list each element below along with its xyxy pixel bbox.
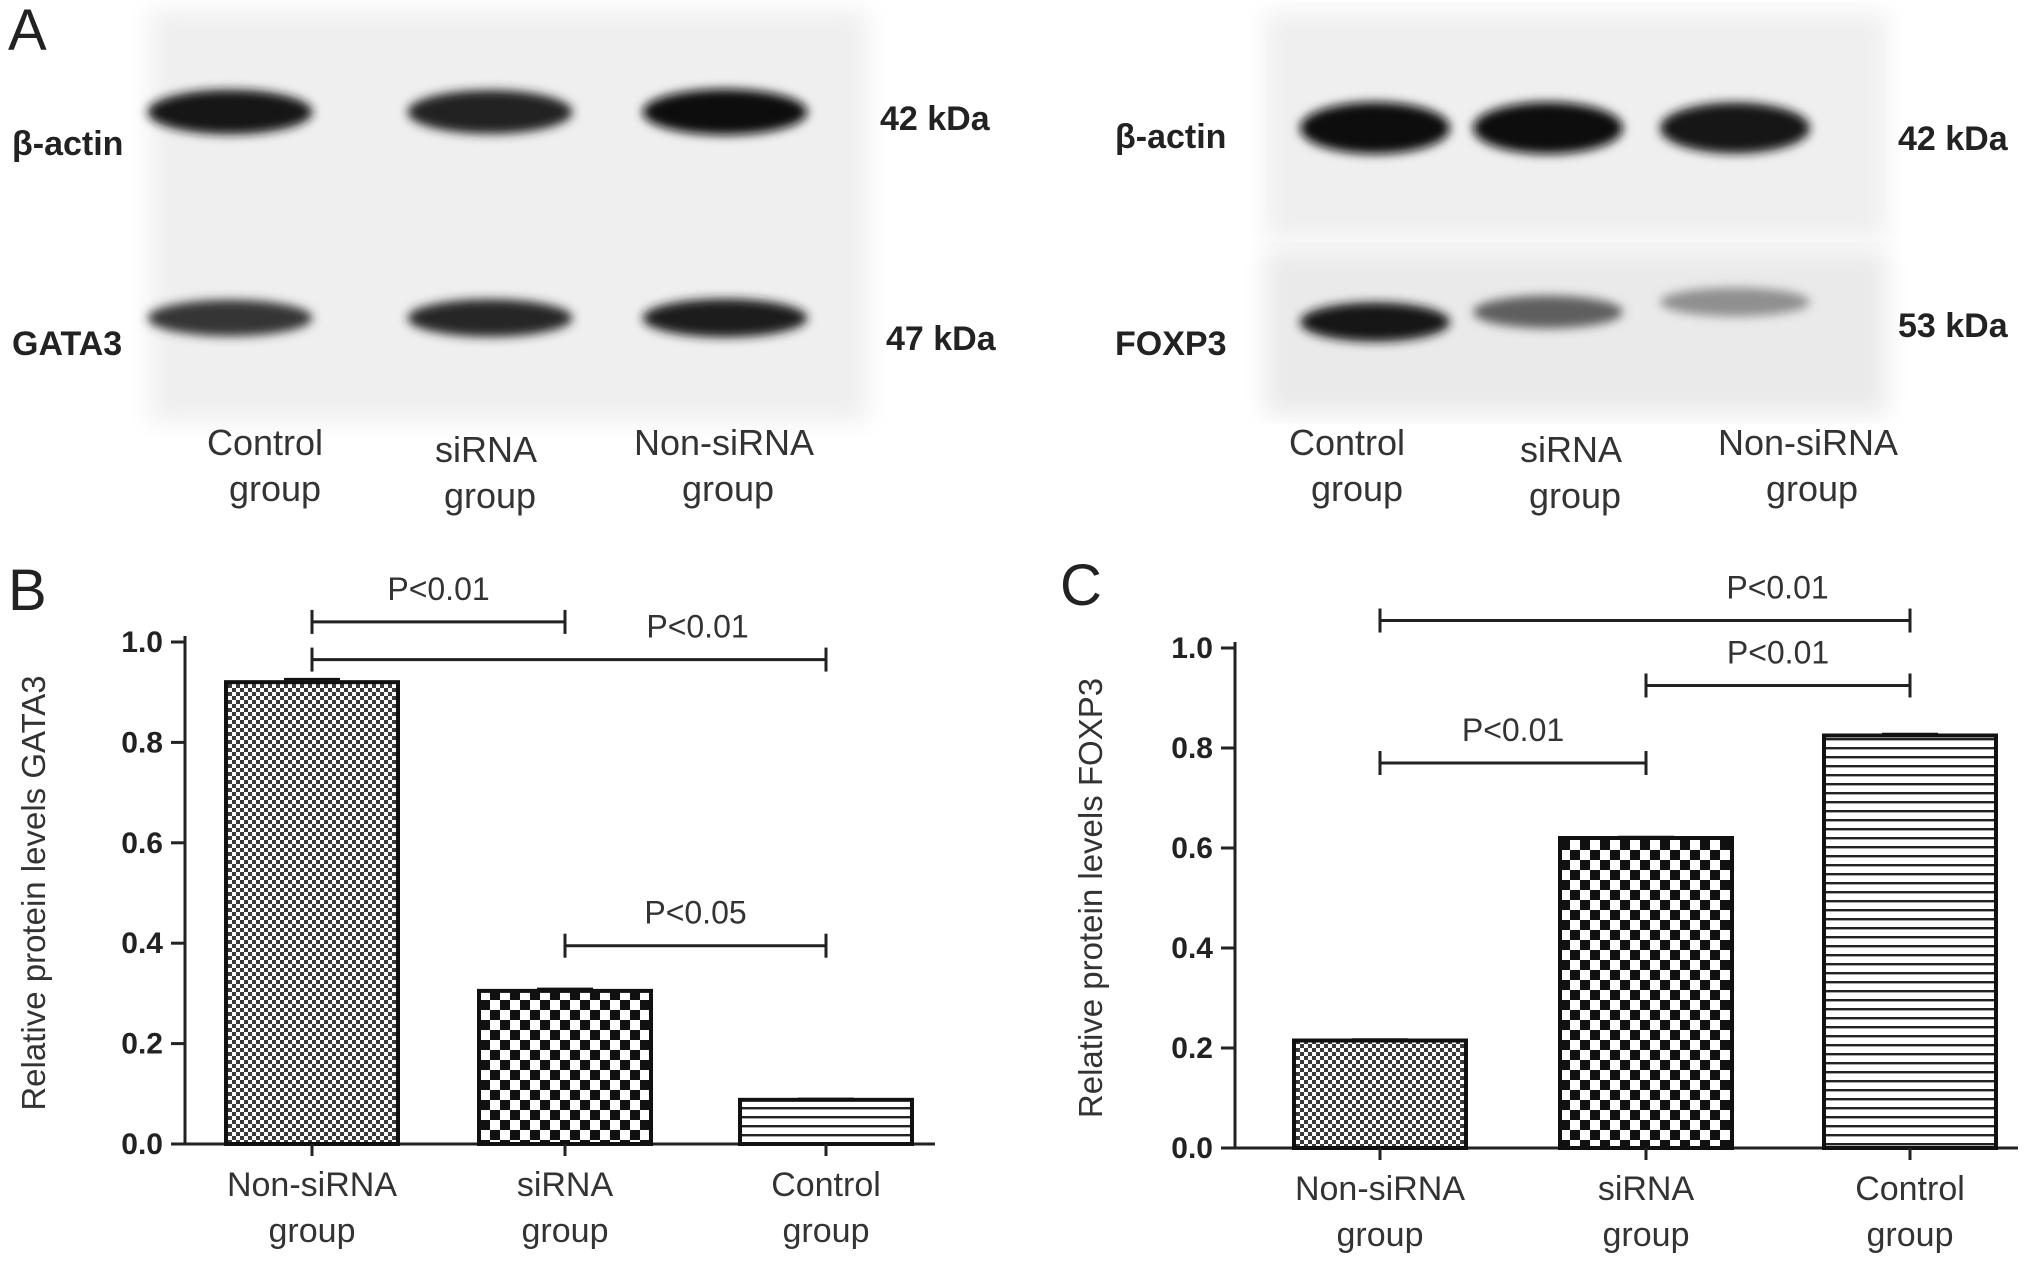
y-tick-label: 0.6 [121,827,163,860]
y-tick-label: 0.4 [121,927,163,960]
lane-label-control: Control group [1289,422,1415,509]
blot-size-label-42kda: 42 kDa [880,100,991,138]
panel-letter-a: A [8,0,47,63]
x-tick-label: Non-siRNA group [227,1166,397,1250]
y-tick-label: 0.8 [121,726,163,759]
blot-size-label-53kda: 53 kDa [1898,307,2009,345]
x-tick-label: Control group [1855,1170,1965,1254]
lane-label-sirna: siRNA group [1520,429,1630,516]
y-tick-label: 0.2 [121,1028,163,1061]
blot-band [1300,102,1450,154]
x-tick-label: siRNA group [1598,1170,1695,1254]
blot-row-label-beta-actin: β-actin [12,125,123,163]
x-tick-label: Control group [771,1166,881,1250]
y-tick-label: 0.4 [1171,932,1213,965]
blot-band [642,89,808,135]
y-tick-label: 0.0 [121,1128,163,1161]
blot-band [147,299,313,337]
y-axis-title: Relative protein levels GATA3 [15,675,52,1110]
x-tick-label: siRNA group [517,1166,614,1250]
bar [1822,733,1998,1150]
blot-row-label-beta-actin: β-actin [1115,118,1226,156]
bar-chart-gata3: 0.0 0.2 0.4 0.6 0.8 1.0 Relative protein level… [15,571,935,1250]
blot-band [147,89,313,135]
p-value-label: P<0.01 [1727,635,1829,671]
bar [738,1097,914,1146]
blot-band [407,299,573,337]
bar [1558,836,1734,1150]
y-tick-label: 0.0 [1171,1132,1213,1165]
x-tick-label: Non-siRNA group [1295,1170,1465,1254]
blot-band [1660,287,1810,317]
p-value-label: P<0.05 [644,895,746,931]
y-tick-label: 0.2 [1171,1032,1213,1065]
blot-band [1660,102,1810,154]
blot-bands [1300,102,1810,342]
p-value-label: P<0.01 [1726,570,1828,606]
p-value-label: P<0.01 [387,571,489,607]
lane-label-non-sirna: Non-siRNA group [1718,422,1906,509]
panel-letter-c: C [1060,553,1102,618]
blot-band [1300,302,1450,342]
western-blot-gata3: β-actin GATA3 42 kDa 47 kDa Control grou… [12,10,997,516]
lane-label-control: Control group [207,422,333,509]
blot-size-label-42kda: 42 kDa [1898,120,2009,158]
lane-label-sirna: siRNA group [435,429,545,516]
blot-membrane [150,10,868,422]
y-tick-label: 1.0 [1171,632,1213,665]
blot-band [642,298,808,338]
y-tick-label: 0.8 [1171,732,1213,765]
blot-row-label-gata3: GATA3 [12,325,122,363]
blot-size-label-47kda: 47 kDa [886,320,997,358]
blot-band [1473,295,1623,329]
blot-bands [147,89,808,338]
blot-band [407,90,573,134]
blot-row-label-foxp3: FOXP3 [1115,325,1226,363]
blot-band [1473,102,1623,154]
y-tick-label: 1.0 [121,626,163,659]
p-value-label: P<0.01 [1462,712,1564,748]
y-tick-label: 0.6 [1171,832,1213,865]
bar [224,680,400,1146]
lane-label-non-sirna: Non-siRNA group [634,422,822,509]
p-value-label: P<0.01 [646,609,748,645]
bar [1292,1038,1468,1150]
western-blot-foxp3: β-actin FOXP3 42 kDa 53 kDa Control grou… [1115,12,2009,516]
panel-letter-b: B [8,558,47,623]
bar-chart-foxp3: 0.0 0.2 0.4 0.6 0.8 1.0 Relative protein level… [1072,570,2018,1254]
bar [477,988,653,1147]
y-axis-title: Relative protein levels FOXP3 [1072,678,1109,1118]
